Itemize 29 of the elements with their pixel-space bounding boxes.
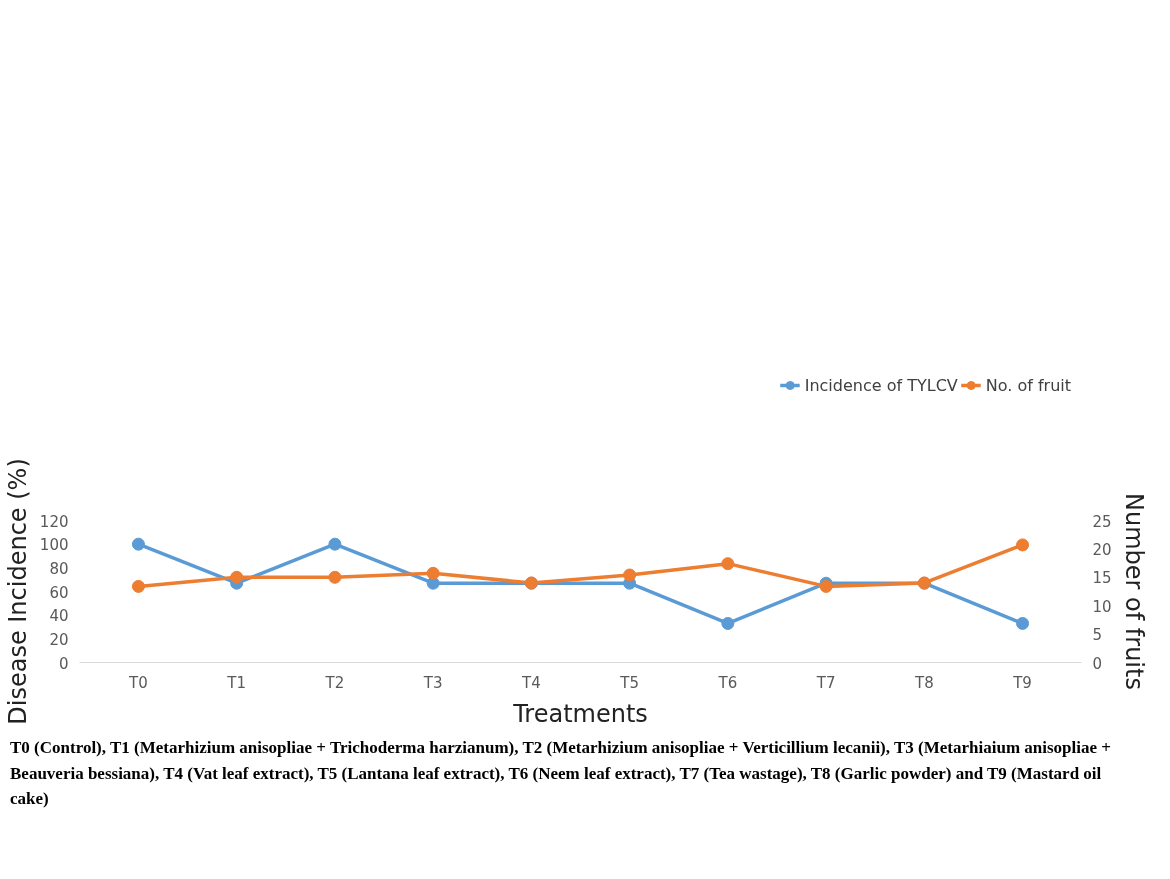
y-tick-label: 120	[39, 512, 69, 531]
x-tick-label: T6	[717, 673, 738, 692]
y-tick-label: 60	[49, 583, 69, 602]
x-tick-label: T2	[324, 673, 345, 692]
y-tick-label: 0	[58, 654, 69, 673]
x-tick-label: T1	[226, 673, 247, 692]
x-tick-label: T0	[128, 673, 148, 692]
y2-tick-label: 20	[1092, 540, 1112, 559]
y-tick-label: 40	[49, 607, 69, 626]
text: T0 (Control), T1 (Metarhizium anisopliae + Trichoderma harzianum), T2 (Metarhizium anisopliae + Verticillium lecanii), T3 (Metarhiaium anisopliae + Beauveria bessiana), T4 (Vat leaf extract), T5 (Lantana leaf extract), T6 (Neem leaf extract), T7 (Tea wastage), T8 (Garlic powder) and T9 (Mastard oil cake)	[10, 738, 1111, 808]
legend-label: No. of fruit	[985, 375, 1071, 395]
legend-label: Incidence of TYLCV	[804, 375, 958, 395]
y2-tick-label: 10	[1092, 597, 1112, 616]
y-tick-label: 80	[49, 559, 69, 578]
y-axis-title: Disease Incidence (%)	[3, 458, 32, 725]
x-axis-title: Treatments	[512, 699, 648, 728]
y2-tick-label: 5	[1092, 626, 1103, 645]
x-tick-label: T7	[815, 673, 836, 692]
x-tick-label: T9	[1012, 673, 1032, 692]
y-tick-label: 100	[39, 536, 69, 555]
x-tick-label: T5	[619, 673, 639, 692]
y2-tick-label: 0	[1092, 654, 1103, 673]
x-tick-label: T8	[913, 673, 934, 692]
y2-tick-label: 15	[1092, 569, 1112, 588]
y2-tick-label: 25	[1092, 512, 1112, 531]
x-tick-label: T4	[521, 673, 541, 692]
y2-axis-title: Number of fruits	[1119, 493, 1148, 690]
y-tick-label: 20	[49, 630, 69, 649]
x-tick-label: T3	[422, 673, 443, 692]
